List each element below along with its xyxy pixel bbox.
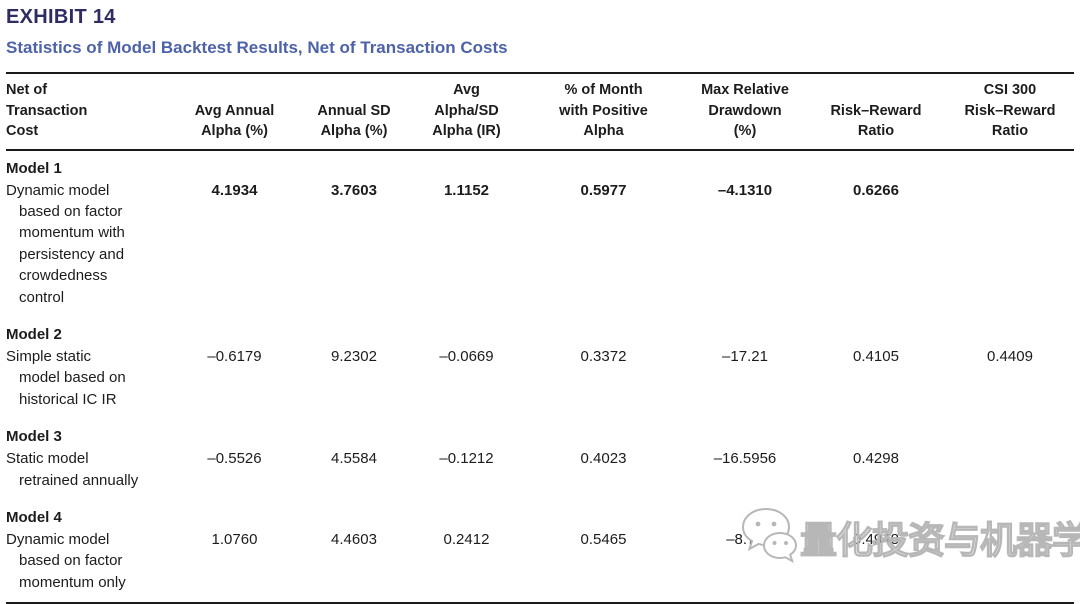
model-1-max-drawdown: –4.1310: [717, 181, 773, 199]
model-description: Dynamic model based on factor momentum o…: [6, 530, 126, 591]
model-1-annual-sd-alpha: 3.7603: [331, 181, 377, 199]
model-3-pct-month-positive: 0.4023: [580, 450, 627, 468]
model-4-csi300-risk-reward: [946, 527, 1074, 604]
model-4-risk-reward: 0.4948: [806, 527, 946, 604]
model-1-risk-reward: 0.6266: [853, 181, 899, 199]
column-header-csi300-risk-reward-ratio: CSI 300 Risk–Reward Ratio: [946, 72, 1074, 151]
model-2-risk-reward: 0.4105: [853, 347, 899, 365]
model-4-avg-annual-alpha: 1.0760: [171, 527, 298, 604]
model-1-data-row: Dynamic model based on factor momentum w…: [6, 179, 1074, 317]
model-description: Dynamic model based on factor momentum w…: [6, 181, 125, 306]
model-4-data-row: Dynamic model based on factor momentum o…: [6, 527, 1074, 604]
column-header-risk-reward-ratio: Risk–Reward Ratio: [806, 72, 946, 151]
model-3-max-drawdown: –16.5956: [713, 450, 777, 468]
model-1-description-cell: Dynamic model based on factor momentum w…: [6, 179, 171, 317]
backtest-results-table: Net of Transaction Cost Avg Annual Alpha…: [6, 72, 1074, 604]
model-1-csi300-risk-reward: [946, 179, 1074, 317]
model-3-data-row: Static model retrained annually –0.5526 …: [6, 447, 1074, 500]
exhibit-label: EXHIBIT 14: [6, 6, 116, 28]
model-1-label: Model 1: [6, 159, 62, 177]
model-2-avg-annual-alpha: –0.6179: [207, 347, 262, 365]
model-2-pct-month-positive: 0.3372: [580, 347, 627, 365]
model-4-annual-sd-alpha: 4.4603: [298, 527, 410, 604]
model-3-section-header: Model 3: [6, 419, 1074, 447]
column-header-net-of-transaction-cost: Net of Transaction Cost: [6, 72, 171, 151]
model-description: Simple static model based on historical …: [6, 347, 126, 408]
model-3-annual-sd-alpha: 4.5584: [331, 450, 377, 468]
column-header-avg-alpha-sd-alpha-ir: Avg Alpha/SD Alpha (IR): [410, 72, 523, 151]
column-header-max-relative-drawdown: Max Relative Drawdown (%): [684, 72, 806, 151]
model-1-alpha-ir: 1.1152: [443, 181, 490, 199]
model-4-label: Model 4: [6, 508, 62, 526]
model-2-alpha-ir: –0.0669: [439, 347, 494, 365]
model-1-section-header: Model 1: [6, 150, 1074, 179]
exhibit-subtitle: Statistics of Model Backtest Results, Ne…: [6, 38, 508, 57]
table-header-row: Net of Transaction Cost Avg Annual Alpha…: [6, 72, 1074, 151]
model-2-max-drawdown: –17.21: [722, 347, 768, 365]
model-3-description-cell: Static model retrained annually: [6, 447, 171, 500]
model-4-pct-month-positive: 0.5465: [523, 527, 684, 604]
model-2-csi300-risk-reward: 0.4409: [987, 347, 1033, 365]
model-3-avg-annual-alpha: –0.5526: [207, 450, 262, 468]
model-4-description-cell: Dynamic model based on factor momentum o…: [6, 527, 171, 604]
model-4-section-header: Model 4: [6, 500, 1074, 528]
model-3-alpha-ir: –0.1212: [439, 450, 494, 468]
model-3-label: Model 3: [6, 428, 62, 446]
model-4-alpha-ir: 0.2412: [410, 527, 523, 604]
model-description: Static model retrained annually: [6, 450, 139, 489]
column-header-annual-sd-alpha: Annual SD Alpha (%): [298, 72, 410, 151]
model-1-avg-annual-alpha: 4.1934: [211, 181, 258, 199]
model-3-risk-reward: 0.4298: [853, 450, 899, 468]
model-2-label: Model 2: [6, 325, 62, 343]
column-header-pct-month-positive-alpha: % of Month with Positive Alpha: [523, 72, 684, 151]
column-header-avg-annual-alpha: Avg Annual Alpha (%): [171, 72, 298, 151]
model-4-max-drawdown: –8.78: [684, 527, 806, 604]
model-2-annual-sd-alpha: 9.2302: [331, 347, 377, 365]
model-2-data-row: Simple static model based on historical …: [6, 345, 1074, 419]
model-2-description-cell: Simple static model based on historical …: [6, 345, 171, 419]
model-2-section-header: Model 2: [6, 317, 1074, 345]
model-1-pct-month-positive: 0.5977: [580, 181, 627, 199]
model-3-csi300-risk-reward: [946, 447, 1074, 500]
